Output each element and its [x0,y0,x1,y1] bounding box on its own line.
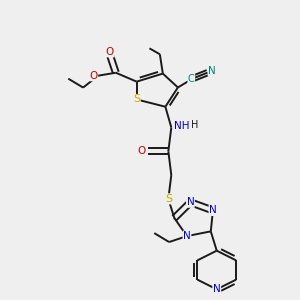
Text: N: N [183,231,191,241]
Text: O: O [137,146,146,156]
Text: N: N [209,206,217,215]
Text: O: O [106,47,114,57]
Text: O: O [89,71,98,81]
Text: N: N [213,284,220,294]
Text: S: S [133,94,140,104]
Text: NH: NH [174,121,190,131]
Text: H: H [191,120,199,130]
Text: N: N [208,66,216,76]
Text: C: C [188,74,195,83]
Text: S: S [165,194,172,204]
Text: N: N [187,197,194,207]
